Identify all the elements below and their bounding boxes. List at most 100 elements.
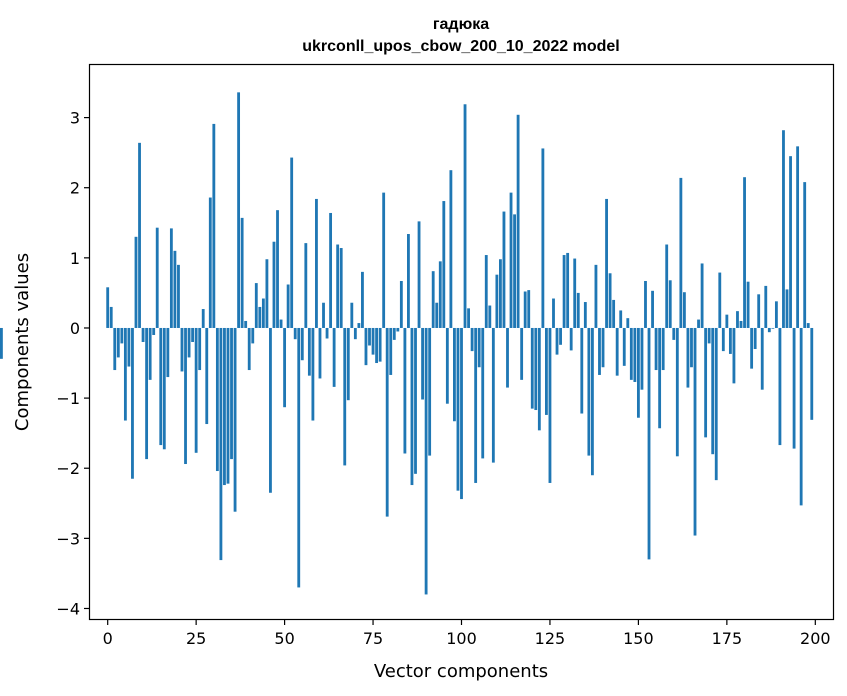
bar-104	[474, 327, 478, 483]
bar-171	[711, 327, 715, 455]
bar-189	[774, 301, 778, 328]
bar-85	[407, 234, 410, 328]
bar-34	[226, 327, 230, 484]
bar-38	[240, 217, 244, 328]
bar-54	[297, 327, 301, 588]
bar-176	[728, 327, 732, 354]
bar-74	[368, 327, 371, 346]
bar-14	[155, 227, 159, 328]
bar-103	[470, 327, 474, 352]
bar-105	[477, 327, 481, 368]
bar-50	[283, 327, 287, 408]
bar-17	[166, 327, 170, 378]
bar-91	[428, 327, 432, 456]
bar-159	[668, 280, 672, 328]
bar-5	[123, 327, 127, 421]
bar-199	[810, 327, 814, 420]
bar-121	[534, 327, 538, 411]
bar-137	[590, 327, 594, 476]
bar-172	[714, 327, 718, 481]
bar-87	[414, 327, 417, 474]
bar-86	[410, 327, 414, 486]
bar-140	[601, 327, 605, 368]
y-tick-label: −1	[56, 389, 80, 408]
bar-36	[233, 327, 237, 512]
bar-44	[261, 298, 265, 328]
bar-66	[339, 248, 343, 328]
bar-161	[675, 327, 679, 457]
bar-82	[396, 327, 400, 332]
bar-102	[467, 308, 470, 328]
bar-48	[276, 210, 279, 328]
bar-93	[435, 302, 439, 328]
bar-108	[488, 305, 492, 328]
bar-61	[322, 302, 325, 328]
bar-106	[481, 327, 485, 459]
bar-65	[336, 244, 340, 328]
bar-183	[753, 327, 757, 350]
bar-170	[707, 327, 711, 344]
bar-49	[279, 319, 283, 328]
bar-27	[201, 309, 205, 328]
bar-128	[559, 327, 562, 345]
bar-131	[569, 327, 573, 351]
bar-4	[120, 327, 124, 344]
bar-125	[548, 327, 552, 483]
bar-32	[219, 327, 223, 561]
y-axis-label: Components values	[12, 253, 33, 431]
bar-187	[767, 327, 771, 333]
bar-145	[619, 310, 623, 328]
bar-155	[654, 327, 658, 371]
y-axis-ticks: −4 −3 −2 −1 0 1 2 3	[56, 109, 90, 618]
bar-107	[484, 255, 488, 328]
bar-18	[169, 228, 173, 328]
bar-23	[187, 327, 191, 358]
bar-160	[672, 327, 676, 340]
bar-98	[453, 327, 456, 422]
bar-51	[286, 284, 290, 328]
bar-190	[778, 327, 782, 446]
bar-197	[803, 182, 807, 328]
bar-94	[438, 261, 442, 328]
bar-13	[152, 327, 156, 335]
bar-153	[647, 327, 651, 560]
bar-92	[431, 271, 435, 328]
bar-114	[509, 192, 513, 328]
bar-41	[251, 327, 255, 344]
bar-144	[615, 327, 619, 376]
bar-112	[502, 211, 506, 328]
x-tick-label: 0	[103, 629, 113, 648]
x-tick-label: 150	[623, 629, 654, 648]
bar-120	[530, 327, 534, 409]
bar-75	[371, 327, 375, 355]
bar-72	[361, 271, 364, 328]
x-tick-label: 200	[800, 629, 831, 648]
bar-89	[421, 327, 424, 400]
bar-96	[445, 327, 449, 404]
bar-2	[113, 327, 117, 371]
bar-175	[725, 314, 729, 328]
bar-135	[583, 302, 587, 328]
bar-188	[771, 327, 775, 329]
bar-173	[718, 272, 722, 328]
bar-47	[272, 241, 276, 328]
bar-30	[212, 123, 216, 328]
bar-77	[378, 327, 382, 362]
bar-1	[109, 306, 113, 328]
bar-143	[612, 299, 616, 328]
bar-33	[223, 327, 226, 486]
bar-37	[237, 92, 241, 328]
bar-70	[353, 327, 357, 340]
bar-158	[665, 244, 669, 328]
bar-78	[382, 192, 386, 328]
x-tick-label: 25	[186, 629, 206, 648]
bar-193	[789, 156, 792, 328]
bar-63	[329, 212, 333, 328]
bar-16	[162, 327, 166, 450]
bar-55	[300, 327, 304, 361]
bar-0	[106, 287, 110, 328]
bar-132	[573, 258, 577, 328]
y-tick-label: 3	[70, 109, 80, 128]
bar-198	[806, 323, 810, 328]
bar-111	[499, 259, 502, 328]
